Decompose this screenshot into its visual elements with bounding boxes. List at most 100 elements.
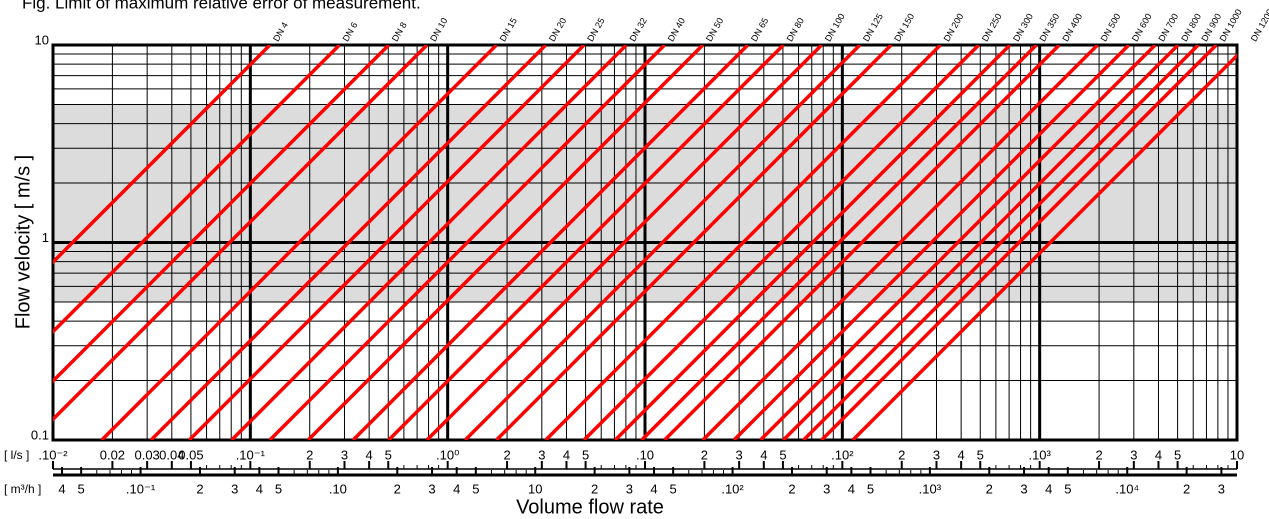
x-tick-label: 0.02 [100,447,125,462]
x2-tick-label: 5 [275,481,282,496]
dn-line [640,45,1038,440]
x2-tick-label: .10⁻¹ [126,481,156,496]
x-tick-label: 0.04 [159,447,184,462]
dn-label: DN 500 [1099,12,1123,43]
x2-tick-label: 5 [1064,481,1071,496]
x2-tick-label: .10⁴ [1115,481,1139,496]
x-tick-label: .10⁰ [436,447,459,462]
x-tick-label: 3 [1130,447,1137,462]
x2-unit: [ m³/h ] [4,482,41,496]
x-tick-label: 5 [977,447,984,462]
y-axis-title: Flow velocity [ m/s ] [12,155,34,329]
dn-label: DN 350 [1037,12,1061,43]
x-tick-label: 5 [779,447,786,462]
dn-line [188,45,586,440]
x2-tick-label: 2 [788,481,795,496]
x2-tick-label: 2 [986,481,993,496]
dn-label: DN 8 [390,20,409,43]
dn-line [351,45,750,440]
dn-line [495,45,893,440]
dn-line [463,45,862,440]
dn-label: DN 10 [428,16,449,43]
dn-label: DN 80 [785,16,806,43]
dn-line [53,45,429,422]
x2-tick-label: 5 [78,481,85,496]
x2-tick-label: 3 [1218,481,1225,496]
dn-line [544,45,942,440]
dn-label: DN 200 [942,12,966,43]
dn-label: DN 150 [892,12,916,43]
x-tick-label: .10² [831,447,854,462]
x2-tick-label: 2 [1183,481,1190,496]
dn-label: DN 15 [498,16,519,43]
x2-tick-label: 3 [823,481,830,496]
dn-label: DN 400 [1060,12,1084,43]
dn-label: DN 1000 [1217,7,1243,43]
x-tick-label: 0.03 [134,447,159,462]
x2-tick-label: 5 [670,481,677,496]
x2-tick-label: 3 [428,481,435,496]
x-tick-label: 3 [933,447,940,462]
x-tick-label: 2 [1095,447,1102,462]
x2-tick-label: 3 [231,481,238,496]
chart-title: Fig. Limit of maximum relative error of … [22,0,421,12]
dn-line [851,53,1237,440]
x2-tick-label: .10 [329,481,347,496]
dn-line [100,45,498,440]
x-tick-label: .10 [636,447,654,462]
x2-tick-label: 3 [626,481,633,496]
dn-line [759,45,1157,440]
x-tick-label: 4 [958,447,965,462]
x-tick-label: 4 [563,447,570,462]
dn-label: DN 6 [341,20,360,43]
dn-line [802,45,1200,440]
dn-label: DN 700 [1156,12,1180,43]
dn-line [149,45,548,440]
x2-tick-label: 4 [1045,481,1052,496]
dn-line [53,45,272,265]
dn-line [425,45,823,440]
x2-tick-label: 2 [196,481,203,496]
dn-line [782,45,1180,440]
dn-line [53,45,390,384]
plot-frame [51,43,1239,442]
x-tick-label: 4 [1155,447,1162,462]
dn-line [268,45,666,440]
x-unit: [ l/s ] [4,448,29,462]
dn-label: DN 25 [585,16,606,43]
x-tick-label: 0.05 [178,447,203,462]
x2-tick-label: 3 [1020,481,1027,496]
y-tick-label: 0.1 [31,427,49,442]
x2-tick-label: 5 [867,481,874,496]
x2-tick-label: 4 [256,481,263,496]
dn-label: DN 100 [823,12,847,43]
x-tick-label: .10⁻² [38,447,68,462]
x-tick-label: 2 [701,447,708,462]
x2-tick-label: 10 [528,481,542,496]
x-axis-title: Volume flow rate [516,496,664,518]
dn-line [701,45,1099,440]
x2-tick-label: .10³ [919,481,942,496]
x-tick-label: 2 [306,447,313,462]
dn-label: DN 32 [627,16,648,43]
dn-label: DN 20 [547,16,568,43]
x2-tick-label: 4 [650,481,657,496]
x-tick-label: .10³ [1028,447,1051,462]
dn-label: DN 40 [666,16,687,43]
lines-group [53,45,1237,440]
x-tick-label: .10⁻¹ [236,447,266,462]
x2-tick-label: 2 [394,481,401,496]
x-tick-label: 3 [341,447,348,462]
dn-label: DN 50 [704,16,725,43]
x2-tick-label: 4 [848,481,855,496]
x-tick-label: 5 [1174,447,1181,462]
dn-label: DN 1200 [1249,7,1269,43]
dn-line [820,45,1218,440]
dn-label: DN 4 [271,20,290,43]
dn-line [732,45,1130,440]
x-tick-label: 4 [760,447,767,462]
x-tick-label: 3 [736,447,743,462]
dn-label: DN 600 [1130,12,1154,43]
y-tick-label: 10 [35,32,49,47]
